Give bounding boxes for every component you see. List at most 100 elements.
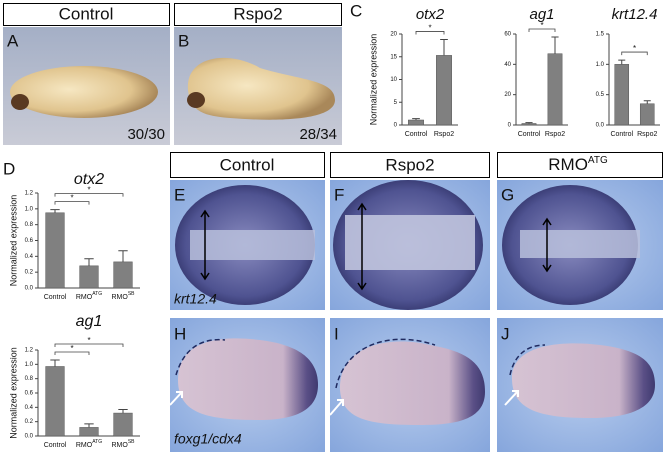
header: Control <box>220 155 275 174</box>
x-tick-label: Control <box>44 442 67 449</box>
panel-letter: B <box>178 31 189 50</box>
panel-letter: H <box>174 324 186 343</box>
bar <box>79 265 99 289</box>
bar <box>521 123 537 126</box>
significance-label: * <box>87 186 90 195</box>
significance-bracket <box>54 351 90 356</box>
y-axis-label: Normalized expression <box>368 34 378 126</box>
header: Rspo2 <box>385 155 434 174</box>
stain-label: foxg1/cdx4 <box>174 431 242 447</box>
y-tick-label: 1.2 <box>25 191 34 197</box>
y-tick-label: 1.0 <box>596 62 605 68</box>
photo <box>3 27 170 145</box>
category-superscript: SB <box>128 291 135 297</box>
significance-bracket <box>54 343 124 348</box>
y-tick-label: 0.8 <box>25 376 34 382</box>
y-tick-label: 0.4 <box>25 254 34 260</box>
x-tick-label: RMOSB <box>111 439 135 449</box>
category: Control <box>44 442 67 449</box>
count: 28/34 <box>299 126 337 143</box>
category-superscript: SB <box>128 439 135 445</box>
panel-letter: G <box>501 185 514 204</box>
y-tick-label: 0.2 <box>25 419 34 425</box>
category: RMO <box>76 294 93 301</box>
panel-letter: I <box>334 324 339 343</box>
error-bar <box>551 36 559 54</box>
significance-label: * <box>70 344 73 353</box>
y-tick-label: 1.0 <box>25 362 34 368</box>
significance-bracket <box>528 28 556 33</box>
y-tick-label: 0.0 <box>596 123 605 129</box>
y-tick-label: 0.0 <box>25 286 34 292</box>
y-tick-label: 20 <box>504 92 511 98</box>
panel-letter: D <box>3 159 15 178</box>
error-bar <box>643 100 651 104</box>
y-tick-label: 10 <box>390 77 397 83</box>
y-tick-label: 5 <box>394 100 398 106</box>
category: Control <box>44 294 67 301</box>
y-tick-label: 0.0 <box>25 434 34 440</box>
category: Rspo2 <box>434 131 454 138</box>
y-tick-label: 1.2 <box>25 348 34 354</box>
header: Rspo2 <box>233 4 282 23</box>
error-bar <box>118 408 128 414</box>
panel-letter: C <box>350 1 362 20</box>
category: RMO <box>111 294 128 301</box>
photo <box>329 318 490 452</box>
y-tick-label: 0.2 <box>25 270 34 276</box>
y-tick-label: 1.5 <box>596 32 605 38</box>
count: 30/30 <box>127 126 165 143</box>
bar <box>45 212 65 289</box>
x-tick-label: Control <box>610 131 633 138</box>
y-tick-label: 0.4 <box>25 405 34 411</box>
y-tick-label: 40 <box>504 62 511 68</box>
error-bar <box>50 209 60 213</box>
y-tick-label: 15 <box>390 54 397 60</box>
y-tick-label: 0.6 <box>25 238 34 244</box>
error-bar <box>84 258 94 266</box>
y-tick-label: 0.8 <box>25 222 34 228</box>
x-tick-label: RMOATG <box>76 291 102 301</box>
error-bar <box>440 38 448 56</box>
error-bar <box>118 250 128 262</box>
error-bar <box>84 423 94 428</box>
bar <box>639 103 655 126</box>
bar <box>45 366 65 437</box>
significance-bracket <box>621 51 648 56</box>
y-tick-label: 0 <box>508 123 512 129</box>
significance-label: * <box>87 336 90 345</box>
category-superscript: ATG <box>92 291 102 297</box>
photo <box>497 318 663 452</box>
category: Rspo2 <box>545 131 565 138</box>
x-tick-label: Rspo2 <box>434 131 454 138</box>
panel-letter: A <box>7 31 19 50</box>
photo <box>169 318 325 452</box>
error-bar <box>412 118 420 120</box>
chart-title: otx2 <box>74 171 104 188</box>
header: RMOATG <box>548 155 608 175</box>
bar <box>547 53 563 126</box>
panel-letter: J <box>501 324 510 343</box>
header-boxes <box>3 3 663 178</box>
photo <box>174 27 342 145</box>
y-tick-label: 0.6 <box>25 391 34 397</box>
bar <box>113 412 133 437</box>
category: Control <box>518 131 541 138</box>
y-axis-label: Normalized expression <box>8 195 18 287</box>
significance-bracket <box>54 201 90 205</box>
bar <box>113 261 133 289</box>
x-tick-label: Control <box>518 131 541 138</box>
significance-label: * <box>428 24 431 33</box>
bar <box>436 55 452 126</box>
significance-label: * <box>540 21 543 30</box>
bar <box>408 119 424 126</box>
x-tick-label: Control <box>44 294 67 301</box>
error-bar <box>50 359 60 367</box>
x-tick-label: Rspo2 <box>545 131 565 138</box>
y-axis-label: Normalized expression <box>8 347 18 439</box>
bar <box>79 427 99 437</box>
photo <box>170 180 325 310</box>
panel-letter: F <box>334 185 344 204</box>
x-tick-label: RMOATG <box>76 439 102 449</box>
